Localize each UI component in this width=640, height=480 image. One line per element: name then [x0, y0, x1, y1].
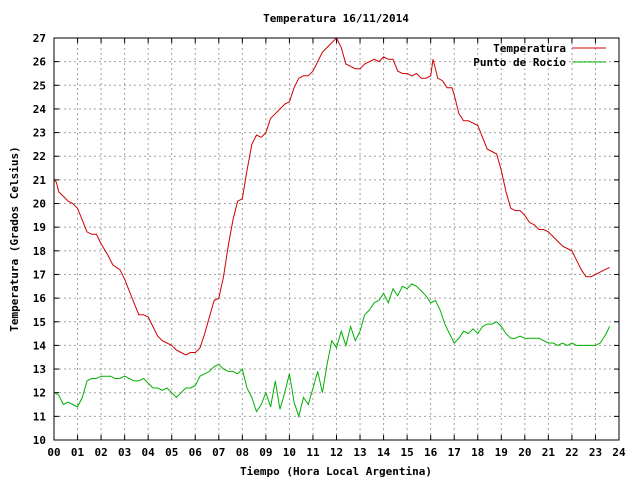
x-tick-label: 14 [377, 446, 391, 459]
y-axis-label: Temperatura (Grados Celsius) [8, 146, 21, 331]
x-tick-label: 01 [71, 446, 85, 459]
x-tick-label: 16 [424, 446, 438, 459]
y-axis-ticks: 10 11 12 13 14 15 16 17 18 19 20 21 22 23 24 25 26 27 [33, 32, 619, 447]
x-tick-label: 10 [283, 446, 296, 459]
y-tick-label: 26 [33, 56, 47, 69]
x-tick-label: 17 [448, 446, 461, 459]
y-tick-label: 22 [33, 150, 46, 163]
x-tick-label: 12 [330, 446, 343, 459]
y-tick-label: 18 [33, 245, 46, 258]
plot-border [53, 37, 620, 441]
y-tick-label: 17 [33, 268, 46, 281]
y-tick-label: 21 [33, 174, 47, 187]
x-tick-label: 19 [495, 446, 508, 459]
y-tick-label: 25 [33, 79, 46, 92]
x-tick-label: 00 [47, 446, 60, 459]
y-tick-label: 23 [33, 127, 46, 140]
x-tick-label: 07 [212, 446, 225, 459]
x-tick-label: 18 [471, 446, 484, 459]
y-tick-label: 19 [33, 221, 46, 234]
y-tick-label: 16 [33, 292, 47, 305]
y-tick-label: 20 [33, 198, 46, 211]
y-tick-label: 13 [33, 363, 46, 376]
x-tick-label: 08 [236, 446, 249, 459]
x-tick-label: 21 [542, 446, 556, 459]
x-tick-label: 24 [612, 446, 626, 459]
y-tick-label: 27 [33, 32, 46, 45]
x-tick-label: 06 [189, 446, 203, 459]
series-line-1 [53, 283, 611, 419]
y-tick-label: 12 [33, 387, 46, 400]
x-tick-label: 03 [118, 446, 131, 459]
x-axis-ticks: 00 01 02 03 04 05 06 07 08 09 10 11 12 13 14 15 16 17 18 19… [47, 38, 626, 459]
x-tick-label: 04 [142, 446, 156, 459]
grid [54, 38, 619, 440]
y-tick-label: 11 [33, 410, 47, 423]
y-tick-label: 15 [33, 316, 46, 329]
x-axis-label: Tiempo (Hora Local Argentina) [240, 465, 432, 478]
x-tick-label: 13 [353, 446, 366, 459]
x-tick-label: 23 [589, 446, 602, 459]
x-tick-label: 15 [401, 446, 414, 459]
legend-label-1: Punto de Rocío [473, 56, 566, 69]
x-tick-label: 22 [565, 446, 578, 459]
x-tick-label: 11 [306, 446, 320, 459]
legend-label-0: Temperatura [493, 42, 566, 55]
y-tick-label: 14 [33, 339, 47, 352]
x-tick-label: 02 [94, 446, 107, 459]
x-tick-label: 20 [518, 446, 531, 459]
series-line-0 [53, 37, 610, 356]
series-lines [53, 37, 611, 419]
y-tick-label: 10 [33, 434, 46, 447]
chart-title: Temperatura 16/11/2014 [263, 12, 409, 25]
x-tick-label: 05 [165, 446, 178, 459]
x-tick-label: 09 [259, 446, 272, 459]
y-tick-label: 24 [33, 103, 47, 116]
